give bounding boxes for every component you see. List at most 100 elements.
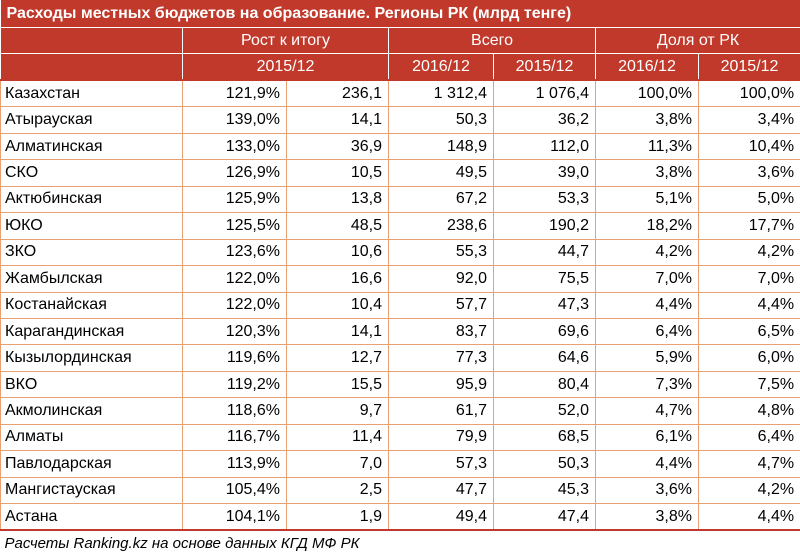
subheader-growth-period: 2015/12 (183, 54, 389, 81)
cell-share-2016: 7,3% (596, 371, 699, 397)
cell-region: Акмолинская (1, 398, 183, 424)
cell-region: ЮКО (1, 213, 183, 239)
cell-share-2016: 5,1% (596, 186, 699, 212)
cell-total-2015: 47,4 (494, 504, 596, 531)
cell-growth-abs: 11,4 (287, 424, 389, 450)
cell-share-2016: 18,2% (596, 213, 699, 239)
cell-total-2015: 53,3 (494, 186, 596, 212)
cell-total-2016: 47,7 (389, 477, 494, 503)
cell-growth-pct: 133,0% (183, 133, 287, 159)
cell-region: Карагандинская (1, 318, 183, 344)
cell-share-2015: 6,4% (699, 424, 800, 450)
cell-share-2015: 6,0% (699, 345, 800, 371)
cell-total-2015: 47,3 (494, 292, 596, 318)
cell-total-2015: 75,5 (494, 266, 596, 292)
cell-growth-abs: 10,5 (287, 160, 389, 186)
header-group-share: Доля от РК (596, 28, 800, 54)
cell-region: Жамбылская (1, 266, 183, 292)
cell-growth-abs: 16,6 (287, 266, 389, 292)
cell-share-2016: 3,8% (596, 160, 699, 186)
cell-total-2016: 95,9 (389, 371, 494, 397)
cell-share-2015: 4,2% (699, 239, 800, 265)
cell-share-2015: 4,4% (699, 292, 800, 318)
cell-share-2015: 4,8% (699, 398, 800, 424)
cell-growth-abs: 36,9 (287, 133, 389, 159)
cell-share-2016: 4,7% (596, 398, 699, 424)
cell-share-2016: 7,0% (596, 266, 699, 292)
cell-growth-pct: 105,4% (183, 477, 287, 503)
cell-total-2015: 69,6 (494, 318, 596, 344)
cell-growth-pct: 125,9% (183, 186, 287, 212)
cell-growth-pct: 118,6% (183, 398, 287, 424)
cell-region: Костанайская (1, 292, 183, 318)
cell-growth-pct: 122,0% (183, 266, 287, 292)
subheader-share-2015: 2015/12 (699, 54, 800, 81)
cell-region: Павлодарская (1, 451, 183, 477)
cell-growth-abs: 13,8 (287, 186, 389, 212)
cell-total-2015: 39,0 (494, 160, 596, 186)
cell-share-2015: 4,4% (699, 504, 800, 531)
cell-total-2016: 50,3 (389, 107, 494, 133)
cell-total-2015: 1 076,4 (494, 80, 596, 107)
cell-share-2016: 3,8% (596, 107, 699, 133)
cell-share-2015: 5,0% (699, 186, 800, 212)
cell-total-2015: 50,3 (494, 451, 596, 477)
cell-total-2016: 61,7 (389, 398, 494, 424)
cell-total-2016: 55,3 (389, 239, 494, 265)
cell-region: Алматы (1, 424, 183, 450)
cell-total-2016: 57,3 (389, 451, 494, 477)
cell-region: ЗКО (1, 239, 183, 265)
cell-region: Атырауская (1, 107, 183, 133)
cell-growth-pct: 116,7% (183, 424, 287, 450)
cell-total-2016: 67,2 (389, 186, 494, 212)
cell-share-2016: 6,4% (596, 318, 699, 344)
cell-growth-pct: 125,5% (183, 213, 287, 239)
cell-region: Казахстан (1, 80, 183, 107)
cell-total-2015: 45,3 (494, 477, 596, 503)
cell-share-2015: 4,2% (699, 477, 800, 503)
cell-growth-abs: 12,7 (287, 345, 389, 371)
cell-total-2016: 49,4 (389, 504, 494, 531)
cell-total-2015: 190,2 (494, 213, 596, 239)
cell-growth-abs: 1,9 (287, 504, 389, 531)
cell-region: Актюбинская (1, 186, 183, 212)
cell-share-2015: 10,4% (699, 133, 800, 159)
cell-region: Мангистауская (1, 477, 183, 503)
cell-growth-pct: 119,2% (183, 371, 287, 397)
cell-growth-abs: 15,5 (287, 371, 389, 397)
table-title: Расходы местных бюджетов на образование.… (1, 0, 800, 28)
cell-growth-pct: 139,0% (183, 107, 287, 133)
cell-region: СКО (1, 160, 183, 186)
cell-share-2015: 3,4% (699, 107, 800, 133)
subheader-total-2016: 2016/12 (389, 54, 494, 81)
cell-growth-pct: 119,6% (183, 345, 287, 371)
cell-share-2016: 4,4% (596, 451, 699, 477)
cell-total-2015: 36,2 (494, 107, 596, 133)
cell-total-2016: 148,9 (389, 133, 494, 159)
cell-total-2016: 83,7 (389, 318, 494, 344)
cell-growth-abs: 9,7 (287, 398, 389, 424)
cell-region: ВКО (1, 371, 183, 397)
cell-share-2016: 11,3% (596, 133, 699, 159)
cell-share-2015: 6,5% (699, 318, 800, 344)
header-group-growth: Рост к итогу (183, 28, 389, 54)
subheader-blank-cell (1, 54, 183, 81)
cell-region: Алматинская (1, 133, 183, 159)
cell-share-2015: 7,5% (699, 371, 800, 397)
cell-total-2015: 68,5 (494, 424, 596, 450)
cell-total-2015: 112,0 (494, 133, 596, 159)
cell-growth-abs: 236,1 (287, 80, 389, 107)
cell-growth-pct: 126,9% (183, 160, 287, 186)
